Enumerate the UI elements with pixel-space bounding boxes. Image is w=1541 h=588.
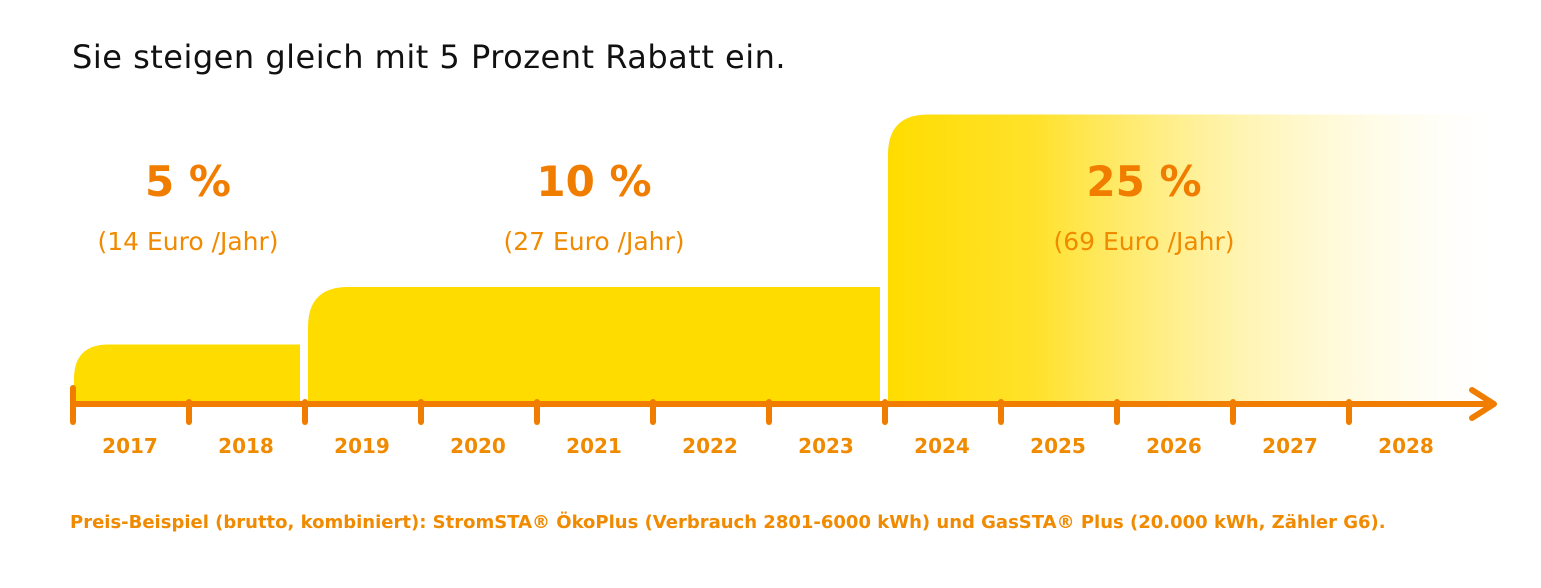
discount-euro-label: (14 Euro /Jahr): [97, 227, 278, 256]
bar-segment-2017-2018: [74, 344, 300, 402]
discount-percent-label: 5 %: [145, 157, 231, 206]
year-tick-label: 2027: [1262, 434, 1318, 458]
discount-percent-label: 10 %: [536, 157, 651, 206]
price-example-footnote: Preis-Beispiel (brutto, kombiniert): Str…: [70, 512, 1386, 533]
year-tick-label: 2025: [1030, 434, 1086, 458]
timeline-arrow-head: [1469, 387, 1497, 421]
year-tick-label: 2022: [682, 434, 738, 458]
year-tick-label: 2019: [334, 434, 390, 458]
year-tick-label: 2028: [1378, 434, 1434, 458]
discount-euro-label: (27 Euro /Jahr): [503, 227, 684, 256]
year-tick-label: 2018: [218, 434, 274, 458]
year-tick-label: 2021: [566, 434, 622, 458]
discount-percent-label: 25 %: [1086, 157, 1201, 206]
discount-euro-label: (69 Euro /Jahr): [1053, 227, 1234, 256]
year-tick-label: 2020: [450, 434, 506, 458]
bar-segment-2024-2028: [888, 114, 1488, 402]
bar-segment-2019-2023: [308, 287, 880, 402]
page-title: Sie steigen gleich mit 5 Prozent Rabatt …: [72, 38, 787, 76]
year-tick-label: 2023: [798, 434, 854, 458]
year-tick-label: 2026: [1146, 434, 1202, 458]
year-tick-label: 2017: [102, 434, 158, 458]
year-tick-label: 2024: [914, 434, 970, 458]
